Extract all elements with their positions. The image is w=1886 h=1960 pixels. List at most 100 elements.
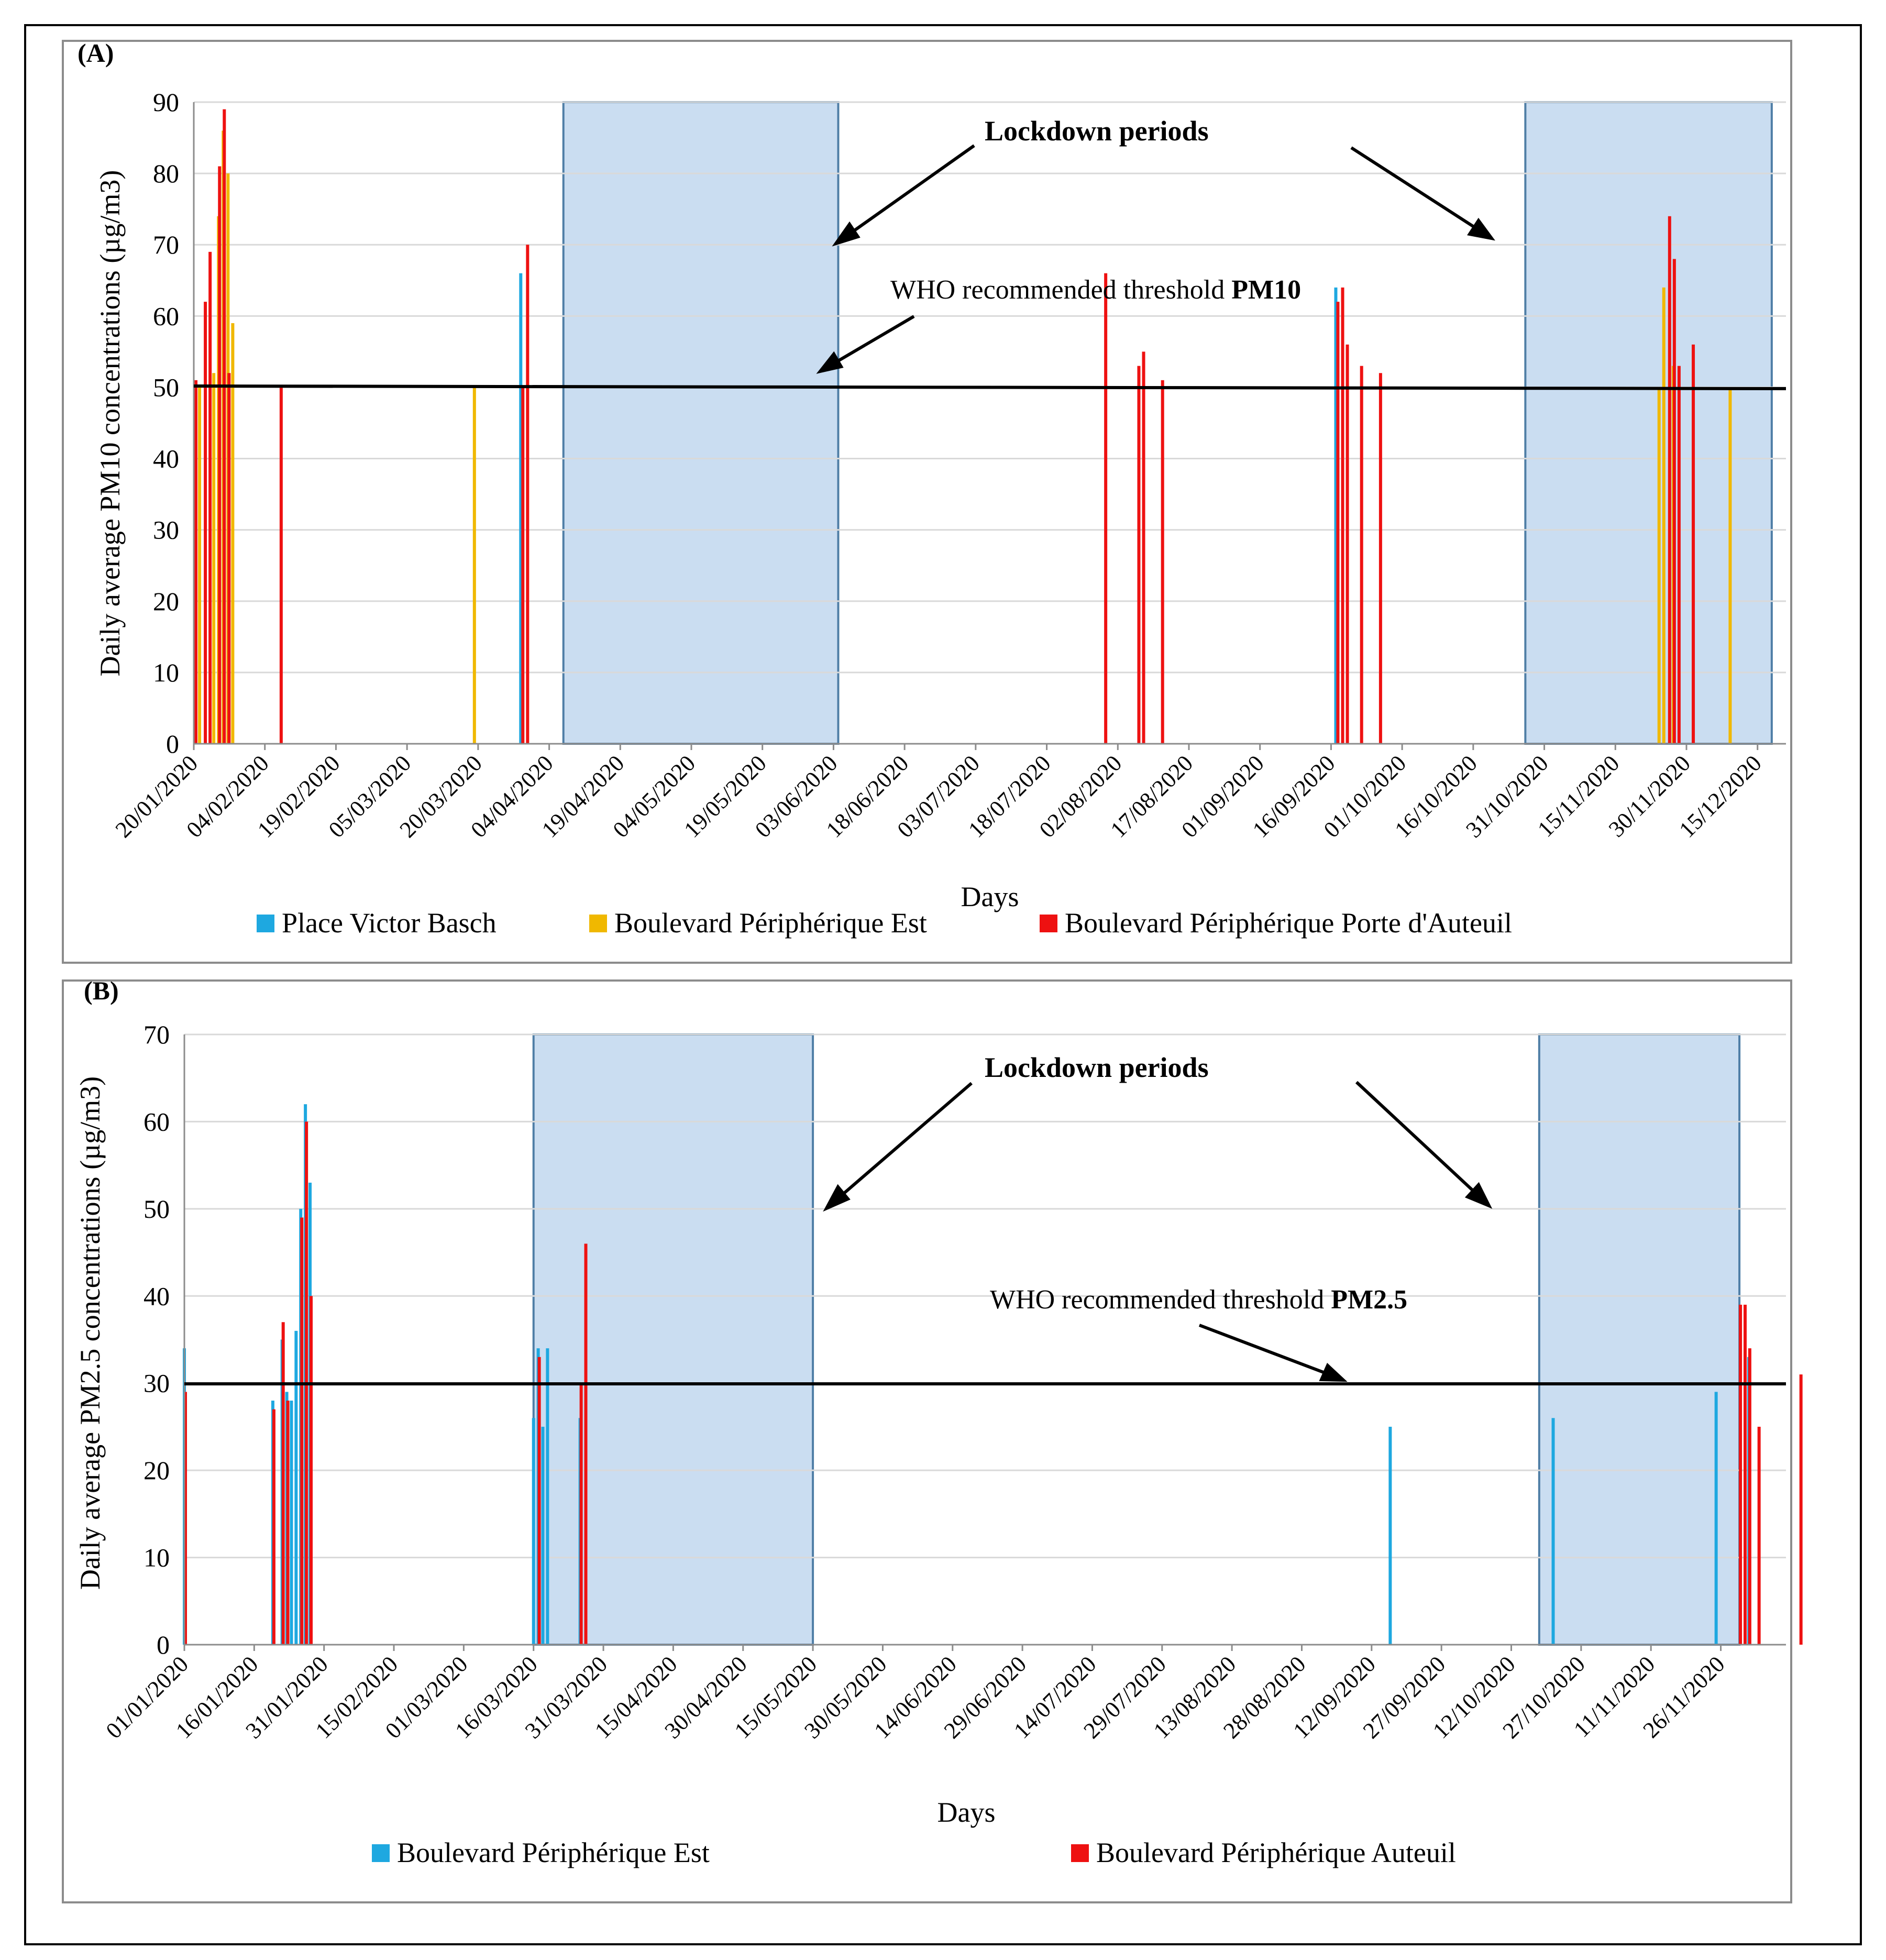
panel-a-bars — [194, 109, 1732, 744]
panel-a-legend-label: Boulevard Périphérique Est — [614, 907, 927, 939]
panel-a-bar — [1334, 287, 1338, 744]
panel-a-arrows — [816, 144, 1495, 374]
panel-b-y-tick-label: 20 — [144, 1456, 170, 1485]
panel-b-arrowhead-left — [823, 1184, 851, 1212]
panel-a-y-tick-label: 70 — [153, 230, 179, 259]
panel-a-arrow-right — [1350, 146, 1481, 232]
panel-b-y-tick-label: 40 — [144, 1281, 170, 1311]
panel-a-bar — [1341, 287, 1344, 744]
panel-b-bar — [1799, 1374, 1803, 1645]
panel-b-legend: Boulevard Périphérique Est Boulevard Péri… — [372, 1837, 1456, 1868]
panel-b-legend-label: Boulevard Périphérique Auteuil — [1096, 1837, 1456, 1868]
panel-a-legend-swatch — [1040, 915, 1057, 932]
panel-b-legend-swatch — [1071, 1844, 1089, 1862]
panel-a-threshold-arrow — [832, 315, 915, 366]
panel-a-threshold-label: WHO recommended threshold PM10 — [890, 275, 1301, 305]
panel-b-y-tick-label: 0 — [157, 1630, 170, 1659]
panel-b-bar — [537, 1357, 541, 1645]
panel-b-lockdown-label: Lockdown periods — [985, 1052, 1209, 1083]
panel-b-legend-label: Boulevard Périphérique Est — [397, 1837, 710, 1868]
panel-b-threshold-arrowhead — [1319, 1362, 1348, 1382]
panel-b-label: (B) — [84, 976, 119, 1005]
panel-a-lockdown-period-2 — [1524, 101, 1773, 745]
panel-a: (A) 010203040506070809020/01/202004/02/2… — [78, 38, 1786, 939]
panel-a-legend-swatch — [589, 915, 607, 932]
panel-b-y-tick-label: 30 — [144, 1369, 170, 1398]
panel-a-bar — [1672, 259, 1676, 744]
panel-a-bar — [1378, 373, 1382, 744]
panel-b-arrowhead-right — [1464, 1182, 1493, 1209]
panel-a-legend-label: Place Victor Basch — [282, 907, 497, 939]
panel-a-bar — [1345, 344, 1349, 744]
panel-b-bar — [310, 1296, 313, 1645]
panel-b-bar — [579, 1383, 583, 1645]
panel-b-bar — [1551, 1418, 1555, 1645]
panel-a-bar — [1161, 380, 1164, 744]
panel-b-threshold-arrow — [1198, 1324, 1331, 1377]
panel-a-bar — [227, 373, 231, 744]
panel-b-frame — [62, 979, 1792, 1903]
panel-a-y-tick-label: 40 — [153, 444, 179, 474]
panel-a-bar — [218, 166, 222, 744]
panel-a-bar — [519, 273, 523, 744]
panel-b-y-tick-label: 50 — [144, 1194, 170, 1224]
panel-a-bar — [1360, 366, 1363, 744]
panel-a-bar — [1142, 351, 1145, 744]
panel-a-bar — [1137, 366, 1141, 744]
panel-a-lockdown-label: Lockdown periods — [985, 115, 1209, 147]
panel-b-bar — [546, 1348, 549, 1645]
panel-b-bar — [1748, 1348, 1751, 1645]
panel-b-bar — [1714, 1392, 1718, 1645]
panel-a-bar — [279, 387, 283, 744]
panel-a-arrowhead-left — [832, 221, 861, 247]
panel-a-y-tick-label: 0 — [166, 729, 179, 758]
panel-a-bar — [223, 109, 226, 744]
panel-b-threshold-label: WHO recommended threshold PM2.5 — [990, 1285, 1407, 1315]
panel-a-label: (A) — [78, 38, 114, 68]
panel-a-bar — [1662, 287, 1666, 744]
panel-a-y-tick-label: 50 — [153, 372, 179, 402]
panel-a-bar — [204, 302, 207, 744]
panel-b-y-axis-label: Daily average PM2.5 concentrations (µg/m… — [74, 1076, 106, 1590]
panel-b-bar — [541, 1426, 545, 1645]
panel-a-y-axis-label: Daily average PM10 concentrations (µg/m3… — [94, 170, 126, 677]
panel-a-lockdown-period-1 — [562, 101, 840, 745]
panel-b-arrows — [823, 1081, 1493, 1382]
panel-a-y-tick-label: 90 — [153, 87, 179, 117]
panel-a-bar — [1668, 216, 1671, 744]
panel-a-bar — [472, 387, 476, 744]
panel-b-bar — [300, 1217, 304, 1645]
panel-a-arrow-left — [847, 144, 975, 236]
panel-b-bar — [281, 1322, 285, 1645]
panel-a-arrowhead-right — [1467, 217, 1495, 241]
panel-a-bar — [198, 387, 202, 744]
panel-a-x-axis-label: Days — [961, 881, 1019, 912]
panel-a-bar — [212, 373, 216, 744]
panel-a-bar — [1336, 302, 1340, 744]
panel-b-bar — [290, 1401, 293, 1645]
panel-a-bar — [521, 387, 525, 744]
panel-b-bar — [1743, 1304, 1747, 1645]
panel-b-arrow-left — [837, 1082, 973, 1200]
panel-a-bar — [1677, 366, 1681, 744]
panel-a-bar — [526, 245, 530, 744]
panel-b-bar — [532, 1418, 535, 1645]
panel-a-y-tick-label: 80 — [153, 159, 179, 188]
panel-a-y-tick-label: 30 — [153, 515, 179, 545]
panel-a-threshold-arrowhead — [816, 351, 844, 374]
panel-b-bar — [294, 1330, 298, 1645]
panel-a-y-tick-label: 60 — [153, 301, 179, 331]
panel-a-bar — [194, 380, 197, 744]
panel-a-frame — [62, 40, 1792, 964]
panel-a-threshold-line — [193, 384, 1786, 390]
panel-b-legend-swatch — [372, 1844, 390, 1862]
panel-b-bar — [272, 1409, 275, 1645]
panel-b-y-tick-label: 10 — [144, 1543, 170, 1572]
panel-a-bar — [1657, 387, 1661, 744]
panel-a-y-tick-label: 10 — [153, 658, 179, 687]
panel-a-bar — [208, 251, 212, 744]
panel-b-bar — [286, 1401, 290, 1645]
panel-b-bar — [584, 1243, 588, 1645]
panel-b-lockdown-period-2 — [1538, 1033, 1741, 1646]
